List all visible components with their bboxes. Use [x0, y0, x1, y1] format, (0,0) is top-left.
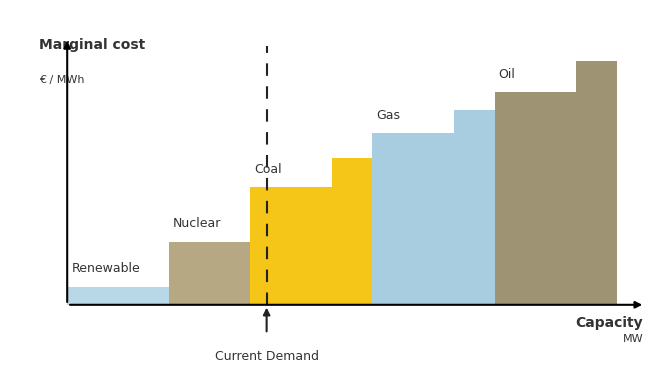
Bar — [454, 110, 495, 305]
Bar — [251, 187, 332, 305]
Text: Current Demand: Current Demand — [214, 350, 319, 363]
Bar — [169, 242, 251, 305]
Text: Marginal cost: Marginal cost — [39, 38, 145, 52]
Text: Oil: Oil — [499, 68, 515, 81]
Text: € / MWh: € / MWh — [39, 75, 84, 85]
Text: Nuclear: Nuclear — [173, 217, 221, 230]
Text: Coal: Coal — [255, 163, 282, 176]
Bar — [67, 287, 169, 305]
Bar — [495, 92, 576, 305]
Bar — [372, 133, 454, 305]
Text: Gas: Gas — [376, 109, 401, 122]
Bar — [332, 158, 372, 305]
Text: Capacity: Capacity — [575, 316, 643, 330]
Text: MW: MW — [622, 334, 643, 344]
Bar — [576, 61, 617, 305]
Text: Renewable: Renewable — [71, 263, 140, 275]
